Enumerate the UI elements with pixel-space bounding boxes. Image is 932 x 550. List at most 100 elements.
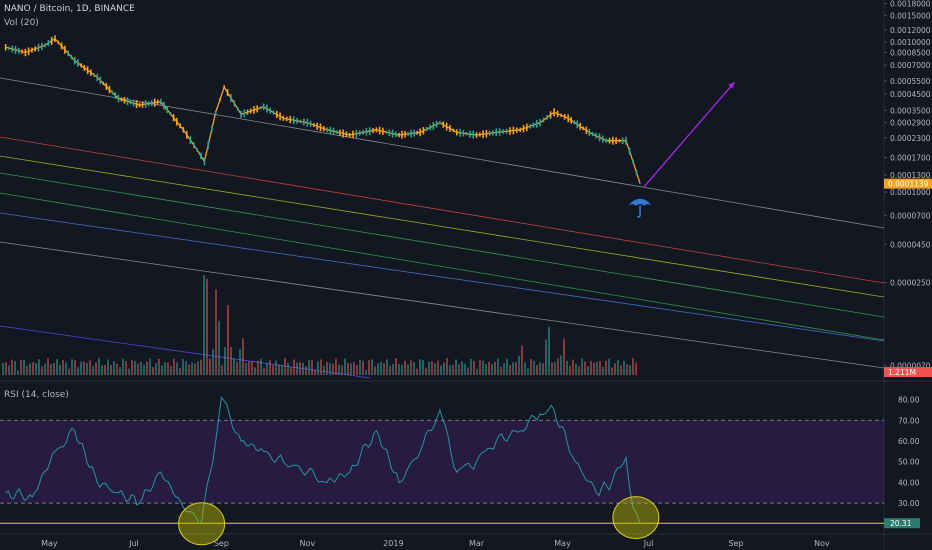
volume-bar [158,358,160,375]
rsi-last-tag [884,518,920,529]
candle [135,100,138,109]
volume-bar [536,364,538,375]
candle [272,110,275,115]
volume-bar [146,361,148,375]
volume-bar [548,326,550,375]
volume-bar [134,360,136,375]
candle [526,123,528,132]
candle [8,46,10,50]
price-tick-label: 0.0004500 [890,90,931,99]
volume-bar [23,359,25,375]
price-tick-label: 0.0012000 [890,26,931,35]
candle [150,100,153,107]
candle [24,48,27,57]
volume-bar [167,362,169,375]
volume-bar [224,346,226,375]
volume-bar [293,359,295,375]
candle [64,45,66,54]
candle [482,130,484,138]
volume-bar [605,360,607,375]
candle [348,132,351,138]
volume-bar [86,363,88,375]
volume-bar [374,366,376,375]
candle [286,116,288,122]
volume-bar [239,348,241,375]
volume-bar [80,361,82,375]
candle [529,123,531,129]
volume-bar [236,361,238,375]
candle [625,136,627,145]
volume-bar [98,358,100,375]
volume-bar [464,363,466,375]
candle [226,89,229,97]
last-price-tag [884,178,932,189]
candle [335,130,338,134]
volume-bar [329,363,331,375]
volume-bar [494,361,496,375]
candle [615,137,617,145]
candle [585,126,588,135]
candle [502,129,504,134]
volume-bar [245,362,247,375]
volume-tag [884,367,932,377]
volume-bar [311,359,313,375]
price-tick-label: 0.0001700 [890,154,931,163]
volume-bar [632,358,634,375]
rsi-tick-label: 60.00 [898,437,920,446]
rsi-highlight-circle [612,496,660,540]
candle [475,132,478,138]
candle [219,98,221,102]
volume-bar [68,368,70,375]
price-tick-label: 0.0001300 [890,171,931,180]
volume-bar [569,365,571,375]
volume-bar [251,361,253,375]
candle [579,122,582,130]
candle [535,119,538,128]
volume-bar [617,359,619,375]
volume-bar [299,362,301,375]
candle [469,130,471,138]
volume-bar [344,358,346,375]
volume-bar [212,349,214,375]
candle [159,98,162,105]
candle [176,117,178,126]
candle [549,111,552,119]
volume-bar [110,364,112,375]
candle [129,100,132,105]
candle [407,131,409,136]
candle [398,132,400,138]
volume-bar [449,365,451,375]
candle [316,122,319,130]
candle [80,63,82,68]
candle [355,129,358,138]
candle [240,110,242,118]
volume-bar [32,362,34,375]
candle [163,101,165,110]
candle [313,123,315,127]
candle [214,110,217,115]
last-price-label: 0.0001139 [888,180,929,189]
chart-title: NANO / Bitcoin, 1D, BINANCE [4,4,135,14]
candle [532,122,535,128]
price-tick-label: 0.0003500 [890,106,931,115]
volume-bar [554,361,556,375]
candle [505,128,508,134]
candle [253,106,255,114]
candle [465,132,468,136]
channel-line [0,77,885,229]
volume-bar [272,365,274,375]
volume-bar [89,360,91,375]
channel-line [0,172,885,318]
candle [182,127,185,133]
candle [323,125,325,132]
volume-bar [308,359,310,375]
volume-bar [221,365,223,375]
candle [156,99,159,105]
volume-bar [410,360,412,375]
volume-bar [428,361,430,375]
candle [276,110,278,119]
volume-bar [401,364,403,375]
volume-bar [557,358,559,375]
candle [14,45,17,54]
